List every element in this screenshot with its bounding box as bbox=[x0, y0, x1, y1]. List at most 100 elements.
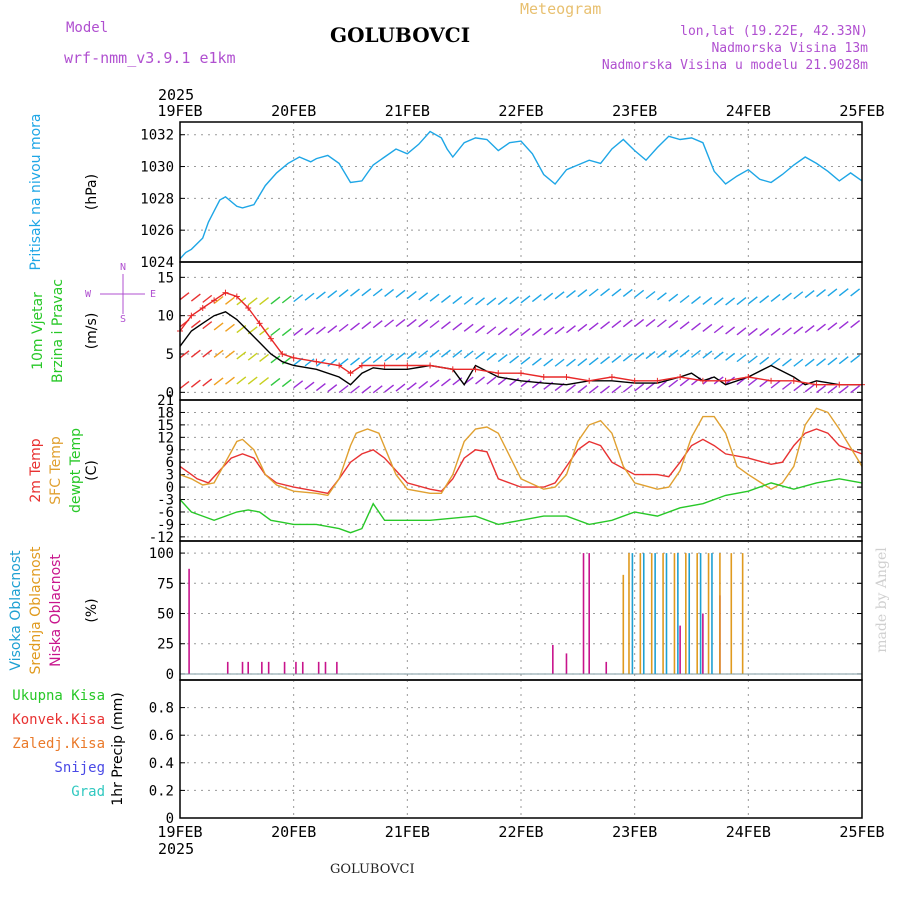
wind-barb bbox=[725, 352, 736, 361]
wind-barb bbox=[259, 327, 269, 336]
compass-e: E bbox=[150, 289, 156, 300]
wind-barb bbox=[190, 349, 201, 358]
x-tick-bottom: 24FEB bbox=[726, 823, 771, 841]
wind-barb bbox=[475, 351, 485, 360]
wind-barb bbox=[668, 320, 679, 329]
wind-barb bbox=[747, 377, 758, 387]
y-tick-label: 3 bbox=[166, 468, 174, 484]
y-tick-label: -9 bbox=[157, 517, 174, 533]
wind-barb bbox=[259, 376, 269, 386]
y-tick-label: 15 bbox=[157, 418, 174, 434]
wind-barb bbox=[611, 385, 622, 394]
y-tick-label: 1030 bbox=[140, 160, 174, 176]
panel-label: Brzina i Pravac bbox=[50, 279, 66, 383]
wind-barb bbox=[691, 322, 701, 331]
wind-barb bbox=[679, 321, 690, 330]
wind-barb bbox=[679, 378, 690, 387]
wind-barb bbox=[622, 319, 633, 328]
wind-barb bbox=[304, 292, 315, 301]
wind-barb bbox=[554, 291, 565, 300]
wind-barb bbox=[338, 289, 349, 298]
panel-pressure: 1024 1026 1028 1030 1032 (hPa) Pritisak na niv… bbox=[28, 113, 863, 271]
wind-barb bbox=[838, 321, 849, 330]
panel-wind: 0 5 10 15 N W E S (m/s) 10m Vjetar Brzina i Pravac bbox=[30, 261, 865, 401]
wind-barb bbox=[247, 376, 258, 385]
wind-barb bbox=[554, 358, 565, 367]
wind-barb bbox=[190, 320, 201, 329]
wind-barb bbox=[406, 382, 417, 391]
x-tick-bottom: 23FEB bbox=[612, 823, 657, 841]
wind-barb bbox=[577, 289, 588, 298]
wind-barb bbox=[600, 385, 610, 394]
panel-cloud: 0 25 50 75 100 (%) Visoka Oblacnost Srednja Obl… bbox=[8, 540, 863, 683]
y-tick-label: 12 bbox=[157, 430, 174, 446]
wind-barb bbox=[611, 354, 622, 363]
wind-barb bbox=[281, 295, 292, 304]
wind-barb bbox=[395, 289, 406, 298]
y-tick-label: 0.2 bbox=[149, 783, 174, 799]
wind-barb bbox=[350, 357, 360, 366]
x-tick-top: 23FEB bbox=[612, 102, 657, 120]
wind-barb bbox=[816, 323, 826, 332]
y-tick-label: 0 bbox=[166, 811, 174, 827]
series-line-sfc-temp bbox=[179, 407, 863, 497]
wind-barb bbox=[770, 357, 781, 366]
wind-barb bbox=[372, 288, 383, 297]
wind-barb bbox=[850, 319, 861, 329]
wind-barb bbox=[668, 379, 679, 388]
wind-barb bbox=[816, 289, 826, 298]
wind-barb bbox=[656, 350, 667, 359]
wind-barb bbox=[463, 350, 474, 359]
wind-barb bbox=[270, 296, 281, 305]
wind-barb bbox=[656, 319, 667, 328]
wind-barb bbox=[202, 321, 213, 330]
wind-barb bbox=[486, 352, 497, 361]
wind-barb bbox=[384, 288, 395, 297]
model-altitude-label: Nadmorska Visina u modelu 21.9028m bbox=[601, 58, 868, 73]
wind-barb bbox=[691, 296, 701, 305]
wind-barb bbox=[497, 297, 508, 306]
wind-barb bbox=[725, 326, 736, 335]
wind-barb bbox=[611, 288, 622, 297]
y-tick-label: -6 bbox=[157, 505, 174, 521]
wind-barb bbox=[838, 385, 849, 394]
wind-barb bbox=[429, 349, 440, 358]
wind-barb bbox=[270, 377, 281, 386]
wind-barb bbox=[770, 327, 781, 336]
wind-barb bbox=[293, 294, 304, 303]
wind-barb bbox=[213, 377, 224, 386]
x-tick-bottom: 20FEB bbox=[271, 823, 316, 841]
wind-barb bbox=[804, 358, 815, 367]
wind-barb bbox=[361, 321, 372, 330]
wind-barb bbox=[327, 325, 338, 334]
wind-barb bbox=[463, 296, 474, 305]
wind-barb bbox=[202, 349, 213, 358]
wind-barb bbox=[372, 354, 383, 364]
wind-barb bbox=[281, 378, 292, 388]
wind-barb bbox=[225, 296, 235, 305]
wind-barb bbox=[747, 327, 758, 336]
wind-barb bbox=[622, 353, 633, 362]
wind-barb bbox=[600, 321, 610, 330]
wind-barb bbox=[441, 294, 451, 303]
wind-barb bbox=[429, 293, 440, 302]
wind-barb bbox=[452, 322, 463, 331]
wind-barb bbox=[622, 288, 633, 297]
wind-barb bbox=[520, 328, 531, 337]
wind-barb bbox=[725, 297, 736, 306]
wind-barb bbox=[509, 355, 520, 364]
wind-barb bbox=[566, 384, 576, 393]
wind-barb bbox=[452, 349, 463, 358]
wind-barb bbox=[543, 292, 554, 301]
precip-legend-item: Snijeg bbox=[54, 760, 105, 776]
wind-barb bbox=[315, 382, 326, 392]
wind-barb bbox=[361, 288, 372, 297]
x-tick-bottom: 22FEB bbox=[498, 823, 543, 841]
wind-barb bbox=[588, 322, 599, 331]
wind-barb bbox=[304, 327, 315, 336]
wind-barb bbox=[384, 319, 395, 328]
x-tick-bottom: 21FEB bbox=[385, 823, 430, 841]
wind-barb bbox=[475, 325, 485, 334]
